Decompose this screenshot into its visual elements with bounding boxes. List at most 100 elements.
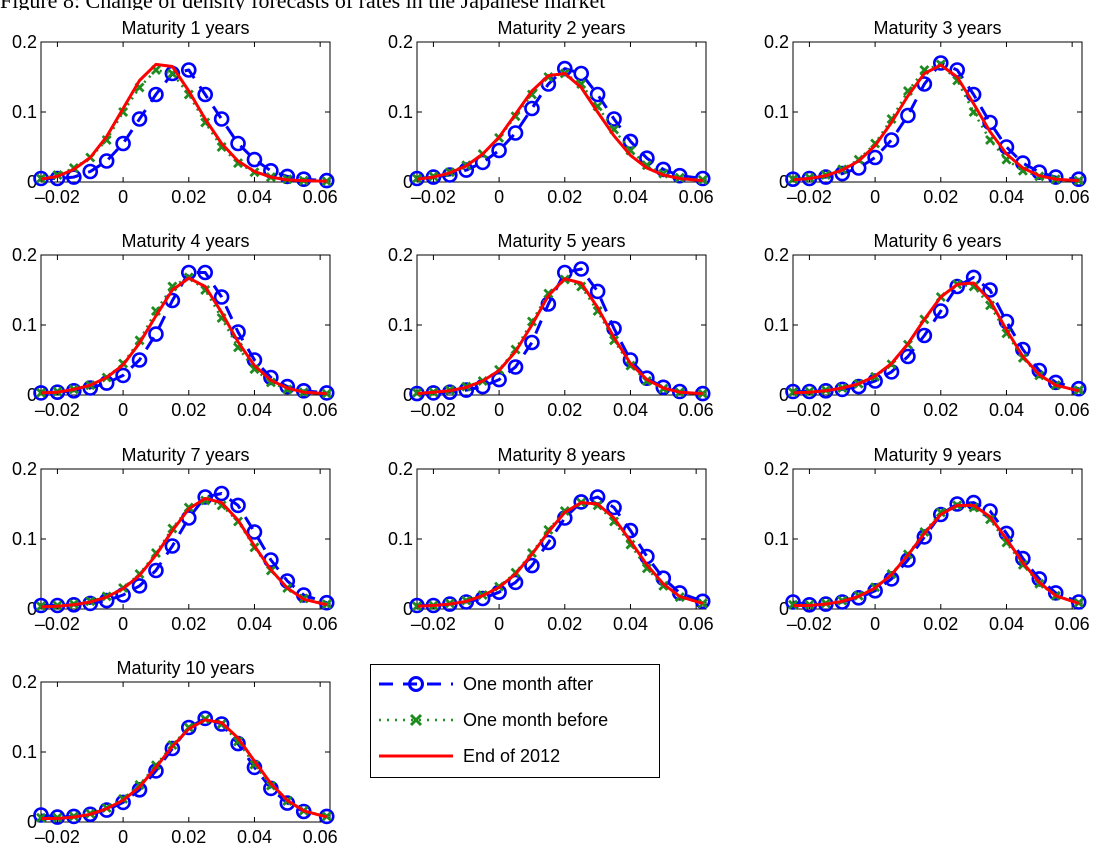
chart-title: Maturity 1 years	[121, 18, 249, 38]
dotted-line-x-marker-icon	[379, 713, 453, 727]
x-tick-label: 0.02	[171, 614, 206, 634]
chart-title: Maturity 7 years	[121, 445, 249, 465]
y-tick-label: 0	[779, 172, 789, 192]
data-point-circle	[949, 278, 966, 295]
x-tick-label: –0.02	[787, 614, 832, 634]
data-point-x	[321, 176, 332, 187]
data-point-circle	[932, 55, 949, 71]
y-tick-label: 0.1	[764, 102, 789, 122]
y-tick-label: 0.2	[764, 245, 789, 265]
data-point-circle	[573, 261, 590, 277]
y-tick-label: 0.2	[12, 459, 37, 479]
chart-panel: Maturity 1 years–0.02 0 0.02 0.04 0.0600.10.…	[12, 18, 338, 207]
data-point-circle	[148, 86, 164, 103]
x-tick-label: 0	[118, 400, 128, 420]
legend-item-one-month-before: One month before	[371, 705, 659, 735]
data-point-circle	[246, 524, 263, 540]
series-line-before	[792, 63, 1079, 182]
data-point-circle	[932, 506, 949, 523]
data-point-x	[658, 580, 669, 591]
data-point-circle	[213, 485, 230, 502]
legend-item-end-of-2012: End of 2012	[371, 741, 659, 771]
data-point-circle	[148, 326, 164, 342]
data-point-circle	[213, 716, 230, 732]
data-point-circle	[131, 352, 148, 368]
x-tick-label: 0.04	[989, 187, 1024, 207]
data-point-circle	[180, 62, 197, 78]
series-line-after	[416, 67, 703, 180]
x-tick-label: –0.02	[411, 400, 456, 420]
data-point-circle	[524, 557, 540, 574]
series-line-end	[416, 501, 704, 608]
chart-title: Maturity 5 years	[497, 231, 625, 251]
series-line-after	[793, 275, 1080, 393]
chart-title: Maturity 3 years	[873, 18, 1001, 38]
legend-label: One month after	[463, 674, 594, 694]
data-point-circle	[524, 100, 540, 117]
y-tick-label: 0.2	[12, 245, 37, 265]
x-tick-label: 0.04	[237, 187, 272, 207]
y-tick-label: 0	[27, 172, 37, 192]
data-point-circle	[785, 594, 801, 610]
x-tick-label: 0.02	[923, 187, 958, 207]
legend: One month after One month before End of …	[370, 664, 660, 778]
series-line-after	[416, 267, 703, 396]
x-tick-label: –0.02	[787, 187, 832, 207]
x-tick-label: 0	[118, 827, 128, 847]
series-line-end	[40, 496, 328, 609]
series-line-after	[417, 495, 704, 607]
data-point-circle	[524, 334, 540, 351]
x-tick-label: 0.04	[613, 614, 648, 634]
chart-panel: Maturity 7 years–0.02 0 0.02 0.04 0.0600.10.…	[12, 445, 338, 634]
data-point-circle	[197, 489, 214, 505]
x-tick-label: 0.06	[303, 187, 338, 207]
series-line-end	[41, 718, 328, 820]
series-line-end	[792, 281, 1080, 395]
data-point-circle	[507, 125, 524, 141]
data-point-circle	[606, 499, 622, 516]
chart-panel: Maturity 8 years–0.02 0 0.02 0.04 0.0600.10.…	[388, 445, 714, 634]
x-tick-label: –0.02	[787, 400, 832, 420]
data-point-circle	[589, 86, 606, 103]
data-point-circle	[197, 86, 214, 103]
data-point-circle	[279, 168, 296, 185]
legend-label: One month before	[463, 710, 609, 730]
data-point-circle	[115, 135, 131, 152]
y-tick-label: 0.1	[388, 529, 413, 549]
y-tick-label: 0.1	[12, 742, 37, 762]
x-tick-label: 0.02	[171, 827, 206, 847]
chart-panel: Maturity 9 years–0.02 0 0.02 0.04 0.0600.10.…	[764, 445, 1090, 634]
figure-caption-fragment: Figure 8: Change of density forecasts of…	[0, 0, 1096, 10]
x-tick-label: 0.02	[547, 614, 582, 634]
data-point-circle	[148, 562, 164, 579]
x-tick-label: 0.06	[303, 614, 338, 634]
x-tick-label: 0.02	[923, 400, 958, 420]
chart-panel: Maturity 3 years–0.02 0 0.02 0.04 0.0600.10.…	[764, 18, 1090, 207]
data-point-circle	[491, 371, 507, 388]
data-point-x	[697, 388, 708, 399]
chart-title: Maturity 9 years	[873, 445, 1001, 465]
x-tick-label: –0.02	[35, 827, 80, 847]
x-tick-label: 0.06	[303, 400, 338, 420]
y-tick-label: 0.1	[12, 102, 37, 122]
x-tick-label: 0	[494, 614, 504, 634]
y-tick-label: 0	[403, 172, 413, 192]
data-point-x	[321, 388, 332, 399]
data-point-x	[101, 135, 112, 145]
x-tick-label: 0.02	[923, 614, 958, 634]
series-line-after	[40, 271, 327, 395]
y-tick-label: 0	[403, 599, 413, 619]
x-tick-label: –0.02	[411, 614, 456, 634]
y-tick-label: 0	[779, 599, 789, 619]
data-point-circle	[33, 807, 49, 823]
x-tick-label: 0.02	[547, 187, 582, 207]
x-tick-label: 0	[494, 400, 504, 420]
data-point-circle	[916, 327, 933, 344]
y-tick-label: 0	[27, 385, 37, 405]
data-point-x	[935, 507, 946, 518]
x-tick-label: –0.02	[35, 614, 80, 634]
y-tick-label: 0.1	[12, 315, 37, 335]
series-line-before	[40, 68, 327, 183]
x-tick-label: 0.06	[1055, 400, 1090, 420]
